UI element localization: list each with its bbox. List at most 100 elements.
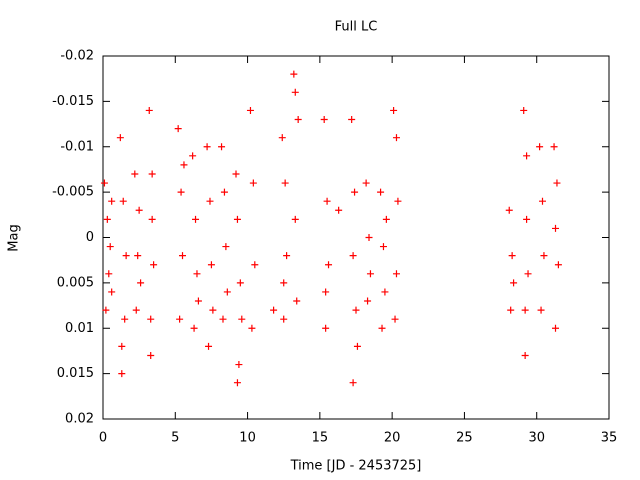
point xyxy=(281,179,289,187)
point xyxy=(382,215,390,223)
point xyxy=(203,143,211,151)
point xyxy=(218,143,226,151)
x-tick-label: 10 xyxy=(239,431,256,446)
x-tick-label: 20 xyxy=(384,431,401,446)
x-tick-label: 25 xyxy=(456,431,473,446)
point xyxy=(177,188,185,196)
point xyxy=(537,306,545,314)
point xyxy=(122,252,130,260)
point xyxy=(190,324,198,332)
point xyxy=(322,288,330,296)
point xyxy=(362,179,370,187)
y-tick-label: 0.015 xyxy=(57,366,94,381)
point xyxy=(249,179,257,187)
point xyxy=(236,279,244,287)
point xyxy=(118,370,126,378)
point xyxy=(220,188,228,196)
point xyxy=(521,351,529,359)
point xyxy=(510,279,518,287)
point xyxy=(238,315,246,323)
point xyxy=(293,297,301,305)
point xyxy=(366,270,374,278)
point xyxy=(391,315,399,323)
y-tick-label: 0 xyxy=(86,230,94,245)
point xyxy=(552,224,560,232)
point xyxy=(392,134,400,142)
point xyxy=(147,351,155,359)
point xyxy=(194,297,202,305)
x-tick-label: 0 xyxy=(99,431,107,446)
point xyxy=(554,261,562,269)
point xyxy=(209,306,217,314)
point xyxy=(322,324,330,332)
point xyxy=(507,306,515,314)
point xyxy=(132,306,140,314)
point xyxy=(121,315,129,323)
point xyxy=(116,134,124,142)
y-tick-label: 0.01 xyxy=(65,321,94,336)
point xyxy=(150,261,158,269)
point xyxy=(108,197,116,205)
point xyxy=(394,197,402,205)
point xyxy=(351,188,359,196)
point xyxy=(349,379,357,387)
point xyxy=(176,315,184,323)
point xyxy=(248,324,256,332)
point xyxy=(524,270,532,278)
point xyxy=(131,170,139,178)
point xyxy=(323,197,331,205)
y-tick-label: 0.005 xyxy=(57,275,94,290)
point xyxy=(192,215,200,223)
point xyxy=(205,342,213,350)
point xyxy=(379,243,387,251)
point xyxy=(108,288,116,296)
point xyxy=(233,215,241,223)
point xyxy=(147,315,155,323)
point xyxy=(118,342,126,350)
point xyxy=(378,324,386,332)
point xyxy=(325,261,333,269)
point xyxy=(219,315,227,323)
x-tick-label: 30 xyxy=(528,431,545,446)
y-tick-label: -0.01 xyxy=(60,139,94,154)
point xyxy=(335,206,343,214)
point xyxy=(521,306,529,314)
point xyxy=(193,270,201,278)
point xyxy=(251,261,259,269)
point xyxy=(270,306,278,314)
y-tick-label: -0.005 xyxy=(52,185,94,200)
point xyxy=(179,252,187,260)
point xyxy=(180,161,188,169)
point xyxy=(392,270,400,278)
point xyxy=(206,197,214,205)
point xyxy=(148,215,156,223)
x-axis-label: Time [JD - 2453725] xyxy=(290,459,422,474)
point xyxy=(290,70,298,78)
point xyxy=(283,252,291,260)
point xyxy=(278,134,286,142)
point xyxy=(320,116,328,124)
point xyxy=(523,215,531,223)
point xyxy=(553,179,561,187)
point xyxy=(291,88,299,96)
point xyxy=(174,125,182,133)
point xyxy=(520,106,528,114)
point xyxy=(508,252,516,260)
x-tick-label: 15 xyxy=(312,431,329,446)
point xyxy=(348,116,356,124)
point xyxy=(145,106,153,114)
point xyxy=(538,197,546,205)
point xyxy=(381,288,389,296)
point xyxy=(291,215,299,223)
point xyxy=(280,279,288,287)
point xyxy=(353,342,361,350)
point xyxy=(148,170,156,178)
point xyxy=(106,243,114,251)
y-axis-label: Mag xyxy=(7,224,22,251)
point xyxy=(349,252,357,260)
point xyxy=(233,379,241,387)
point xyxy=(119,197,127,205)
point xyxy=(235,361,243,369)
